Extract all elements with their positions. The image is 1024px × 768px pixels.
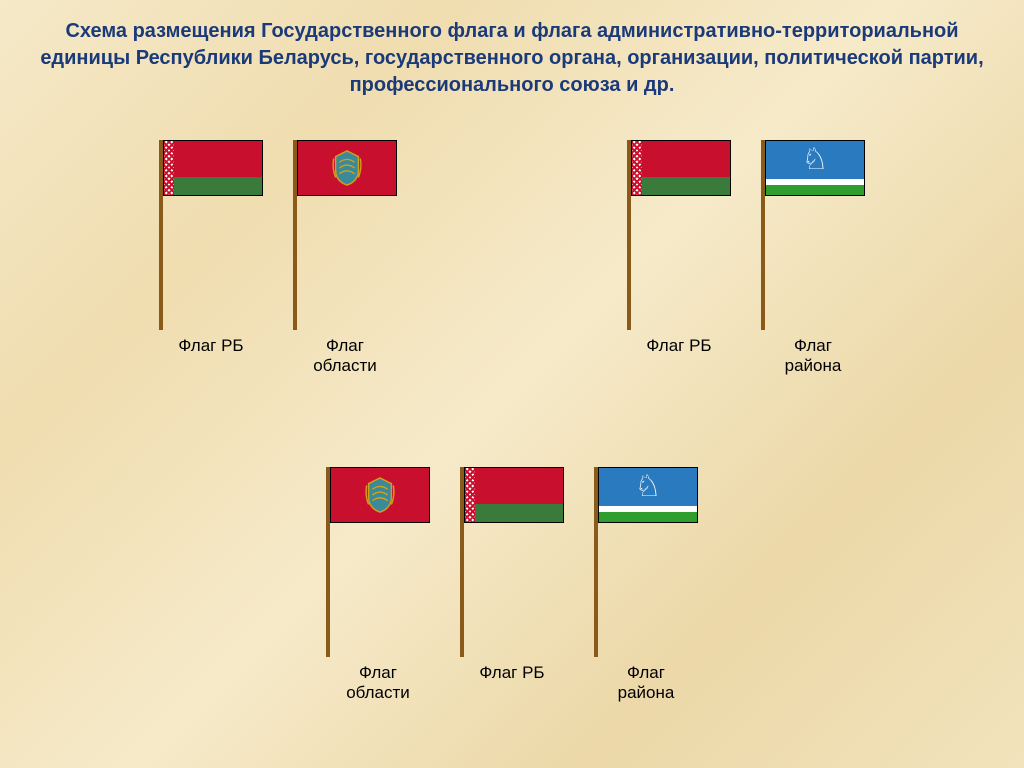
flag-district: ♘ bbox=[765, 140, 865, 196]
flag-row: Флаг РБ Флагобласти Флаг РБ ♘ Флаграйона bbox=[0, 140, 1024, 377]
flag-oblast bbox=[330, 467, 430, 523]
ornament-band bbox=[465, 468, 475, 522]
slide: Схема размещения Государственного флага … bbox=[0, 0, 1024, 768]
coat-of-arms-icon bbox=[328, 149, 366, 187]
flag-label: Флаг РБ bbox=[479, 663, 544, 683]
pegasus-icon: ♘ bbox=[635, 472, 662, 502]
slide-title: Схема размещения Государственного флага … bbox=[0, 0, 1024, 99]
flag-unit: Флагобласти bbox=[326, 467, 430, 704]
coat-of-arms-icon bbox=[361, 476, 399, 514]
flag-unit: ♘ Флаграйона bbox=[594, 467, 698, 704]
stripes bbox=[174, 141, 262, 195]
stripes bbox=[642, 141, 730, 195]
flag-label: Флагобласти bbox=[313, 336, 377, 377]
flag-unit: Флагобласти bbox=[293, 140, 397, 377]
flag-belarus bbox=[631, 140, 731, 196]
flag-label: Флаграйона bbox=[785, 336, 842, 377]
ornament-band bbox=[164, 141, 174, 195]
flag-rows: Флаг РБФлагобластиФлаг РБ♘ФлаграйонаФлаг… bbox=[0, 140, 1024, 768]
flag-unit: Флаг РБ bbox=[460, 467, 564, 704]
flag-group: Флаг РБ Флагобласти bbox=[159, 140, 397, 377]
flag-district: ♘ bbox=[598, 467, 698, 523]
flag-unit: ♘ Флаграйона bbox=[761, 140, 865, 377]
flag-label: Флагобласти bbox=[346, 663, 410, 704]
flag-unit: Флаг РБ bbox=[627, 140, 731, 377]
flag-label: Флаг РБ bbox=[646, 336, 711, 356]
ornament-band bbox=[632, 141, 642, 195]
flag-label: Флаграйона bbox=[618, 663, 675, 704]
flag-group: Флагобласти Флаг РБ ♘ Флаграйона bbox=[326, 467, 698, 704]
flag-label: Флаг РБ bbox=[178, 336, 243, 356]
pegasus-icon: ♘ bbox=[802, 145, 829, 175]
flag-row: Флагобласти Флаг РБ ♘ Флаграйона bbox=[0, 467, 1024, 704]
flag-belarus bbox=[464, 467, 564, 523]
stripes bbox=[475, 468, 563, 522]
flag-group: Флаг РБ ♘ Флаграйона bbox=[627, 140, 865, 377]
flag-unit: Флаг РБ bbox=[159, 140, 263, 377]
flag-belarus bbox=[163, 140, 263, 196]
flag-oblast bbox=[297, 140, 397, 196]
